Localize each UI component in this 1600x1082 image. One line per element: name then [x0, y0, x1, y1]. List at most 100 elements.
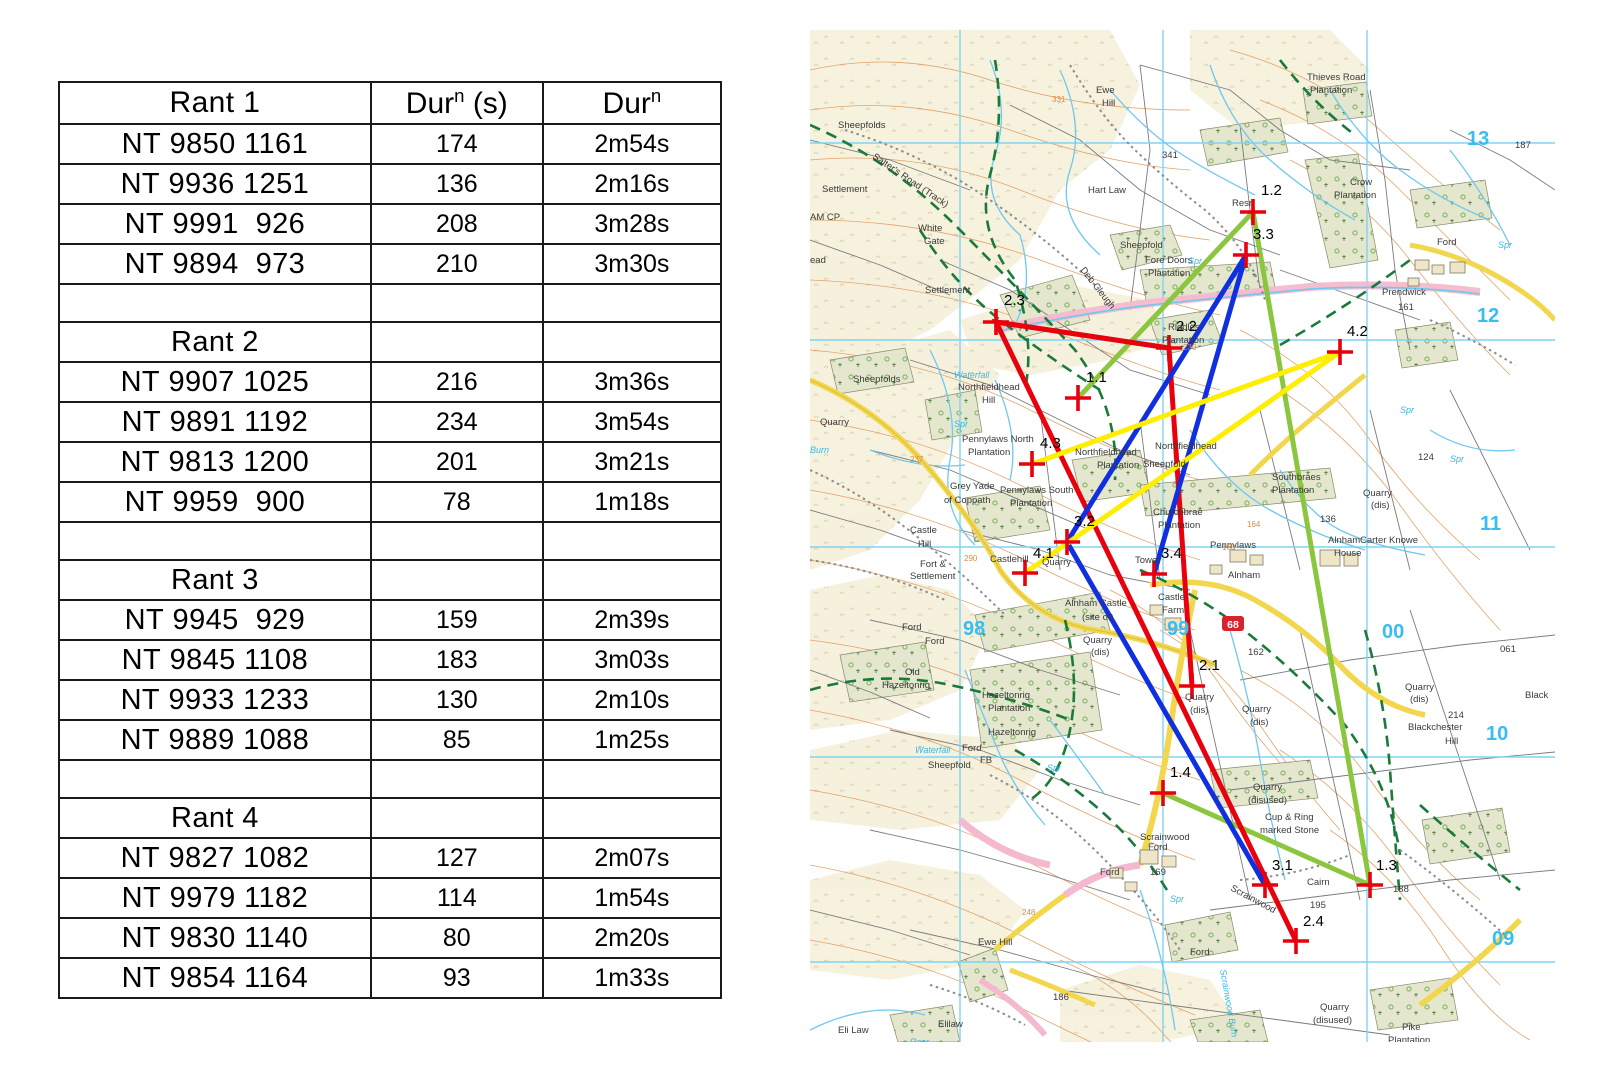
table-row: NT 9991 926 208 3m28s [58, 203, 723, 245]
map-place-label: Hart Law [1088, 185, 1126, 196]
map-place-label: Ewe Hill [978, 937, 1012, 948]
survey-marker-4-1[interactable]: 4.1 [1012, 545, 1054, 586]
cell-grid-ref: NT 9889 1088 [58, 719, 372, 761]
survey-marker-4-3[interactable]: 4.3 [1019, 435, 1061, 477]
marker-label: 2.3 [1004, 292, 1025, 309]
cell-duration: 3m36s [541, 361, 723, 403]
table-row: NT 9907 1025 216 3m36s [58, 361, 723, 403]
survey-marker-1-2[interactable]: 1.2 [1240, 182, 1282, 225]
map-place-label: Quarry [1405, 682, 1434, 693]
section-empty [369, 321, 544, 363]
survey-marker-2-4[interactable]: 2.4 [1283, 913, 1324, 954]
survey-marker-3-2[interactable]: 3.2 [1054, 513, 1095, 555]
map-place-label: Resr [910, 1037, 930, 1042]
map-place-label: Crow [1350, 177, 1372, 188]
roads [810, 242, 1555, 1037]
route-rant-3 [1064, 253, 1268, 888]
survey-markers[interactable]: 1.1 1.2 1.3 1.4 2.1 2.2 2.3 2.4 3.1 3.2 3.3 3.4 4.1 4… [983, 182, 1397, 954]
ordnance-survey-map[interactable]: 68 1.1 1.2 1.3 1.4 2.1 2.2 2.3 2.4 3.1 3.2 3.3 3.4 4… [810, 30, 1555, 1042]
table-row: NT 9959 900 78 1m18s [58, 481, 723, 523]
field-boundaries [810, 64, 1555, 1036]
grid-number: 00 [1382, 621, 1404, 643]
cell-duration: 2m39s [541, 599, 723, 641]
map-place-label: Plantation [968, 447, 1010, 458]
marker-label: 3.4 [1161, 545, 1182, 562]
map-place-label: Cup & Ring [1265, 812, 1314, 823]
cell-duration: 2m07s [541, 837, 723, 879]
map-place-label: 290 [964, 554, 978, 563]
map-place-label: Quarry [820, 417, 849, 428]
map-place-label: Northfieldhead [1075, 447, 1137, 458]
cell-seconds: 208 [369, 203, 544, 245]
map-place-label: Pennylaws [1210, 540, 1256, 551]
map-place-label: Castle [910, 525, 937, 536]
survey-marker-4-2[interactable]: 4.2 [1327, 323, 1368, 365]
map-place-label: Cairn [1307, 877, 1330, 888]
survey-marker-2-3[interactable]: 2.3 [983, 292, 1025, 335]
map-place-label: Elilaw [938, 1019, 963, 1030]
cell-duration: 3m30s [541, 243, 723, 285]
map-place-label: Spr [1047, 763, 1062, 773]
cell-duration: 1m54s [541, 877, 723, 919]
map-place-label: 124 [1418, 452, 1434, 463]
section-title: Rant 2 [58, 321, 372, 363]
map-place-label: Plantation [1148, 268, 1190, 279]
map-place-label: Ford [1437, 237, 1457, 248]
map-place-label: Spr [1188, 256, 1203, 266]
map-place-label: Eli Law [838, 1025, 869, 1036]
spacer-cell [58, 759, 372, 799]
map-place-label: Farm [1162, 605, 1184, 616]
survey-marker-2-1[interactable]: 2.1 [1179, 657, 1220, 699]
map-place-label: Hazeltonrig [882, 680, 930, 691]
map-place-label: Plantation [1272, 485, 1314, 496]
map-place-label: FB [980, 755, 992, 766]
map-place-label: 162 [1248, 647, 1264, 658]
grid-number: 13 [1467, 128, 1489, 150]
map-place-label: (dis) [1371, 500, 1389, 511]
cell-duration: 2m10s [541, 679, 723, 721]
table-row: NT 9936 1251 136 2m16s [58, 163, 723, 205]
cell-grid-ref: NT 9959 900 [58, 481, 372, 523]
route-lines [991, 206, 1374, 944]
cell-seconds: 78 [369, 481, 544, 523]
survey-marker-3-3[interactable]: 3.3 [1233, 226, 1274, 268]
survey-marker-2-2[interactable]: 2.2 [1156, 318, 1197, 361]
map-place-label: 230 [1183, 343, 1197, 352]
section-empty [541, 559, 723, 601]
map-place-label: Ford [902, 622, 922, 633]
map-place-label: Plantation [1162, 335, 1204, 346]
cell-duration: 1m33s [541, 957, 723, 999]
survey-marker-1-3[interactable]: 1.3 [1357, 857, 1397, 898]
cell-seconds: 85 [369, 719, 544, 761]
cell-seconds: 130 [369, 679, 544, 721]
map-place-label: Ford [1148, 842, 1168, 853]
map-place-label: Plantation [988, 703, 1030, 714]
survey-marker-3-4[interactable]: 3.4 [1141, 545, 1182, 587]
section-header-row: Rant 4 [58, 797, 723, 839]
map-place-label: 341 [1162, 150, 1178, 161]
map-place-label: Ford [1100, 867, 1120, 878]
section-title: Rant 4 [58, 797, 372, 839]
map-place-label: (dis) [1091, 647, 1109, 658]
survey-marker-1-1[interactable]: 1.1 [1065, 369, 1107, 411]
map-place-label: (dis) [1190, 705, 1208, 716]
marker-label: 4.3 [1040, 435, 1061, 452]
map-place-label: Settlement [822, 184, 868, 195]
map-place-label: Hill [1445, 736, 1458, 747]
map-place-label: Carter Knowe [1360, 535, 1418, 546]
map-place-label: Grey Yade [950, 481, 995, 492]
map-place-label: Spr [954, 419, 969, 429]
map-place-label: Castle [1158, 592, 1185, 603]
cell-seconds: 183 [369, 639, 544, 681]
route-rant-1 [1075, 206, 1374, 890]
section-header-row: Rant 3 [58, 559, 723, 601]
survey-marker-1-4[interactable]: 1.4 [1150, 764, 1191, 806]
cell-grid-ref: NT 9907 1025 [58, 361, 372, 403]
table-row: NT 9830 1140 80 2m20s [58, 917, 723, 959]
cell-grid-ref: NT 9979 1182 [58, 877, 372, 919]
survey-marker-3-1[interactable]: 3.1 [1252, 857, 1293, 898]
table-row: NT 9845 1108 183 3m03s [58, 639, 723, 681]
cell-duration: 2m16s [541, 163, 723, 205]
map-place-label: House [1334, 548, 1361, 559]
spacer-row [58, 759, 723, 799]
